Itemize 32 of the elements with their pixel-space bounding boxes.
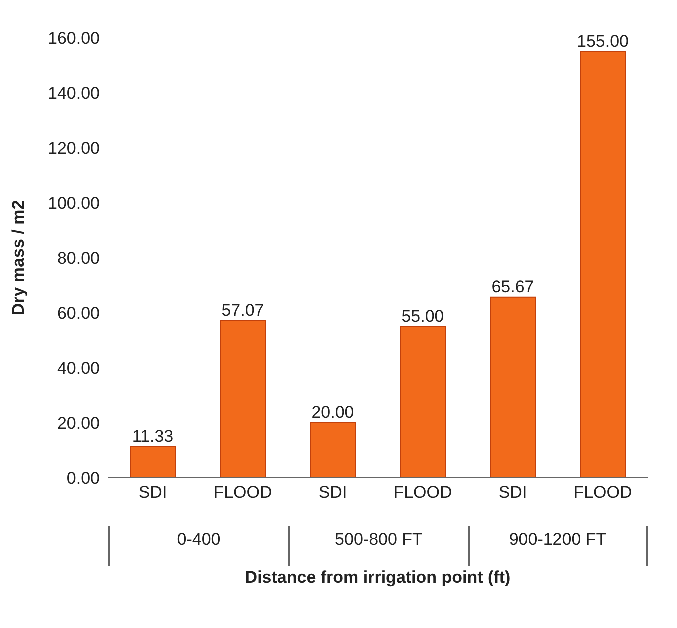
x-tick-label: FLOOD <box>214 483 272 502</box>
data-label: 57.07 <box>222 301 264 320</box>
y-tick-label: 100.00 <box>48 194 100 214</box>
bar <box>220 320 266 478</box>
data-label: 155.00 <box>577 32 629 51</box>
bar <box>490 296 536 478</box>
data-label: 11.33 <box>132 426 174 446</box>
bar <box>580 51 626 478</box>
x-tick-label: FLOOD <box>574 483 632 502</box>
y-tick-label: 0.00 <box>66 469 100 488</box>
y-tick-label: 20.00 <box>57 414 100 434</box>
data-label: 20.00 <box>312 403 354 422</box>
bar <box>400 326 446 478</box>
data-label: 55.00 <box>402 306 444 326</box>
x-tick-label: SDI <box>318 483 348 502</box>
x-axis-title: Distance from irrigation point (ft) <box>245 568 511 587</box>
text: 0-400 <box>108 526 288 566</box>
y-tick-label: 160.00 <box>48 29 100 48</box>
bar <box>310 422 356 478</box>
x-tick-label: SDI <box>498 483 528 502</box>
data-label: 65.67 <box>492 277 534 296</box>
y-tick-label: 120.00 <box>48 139 100 158</box>
text: 900-1200 FT <box>468 526 648 566</box>
x-tick-label: SDI <box>138 483 168 502</box>
bar <box>130 446 176 478</box>
y-tick-label: 60.00 <box>57 304 100 324</box>
y-tick-label: 40.00 <box>57 359 100 378</box>
text: 500-800 FT <box>288 526 468 566</box>
y-axis-title: Dry mass / m2 <box>9 200 28 316</box>
y-tick-label: 80.00 <box>57 249 100 268</box>
x-tick-label: FLOOD <box>394 483 452 502</box>
y-tick-label: 140.00 <box>48 84 100 104</box>
